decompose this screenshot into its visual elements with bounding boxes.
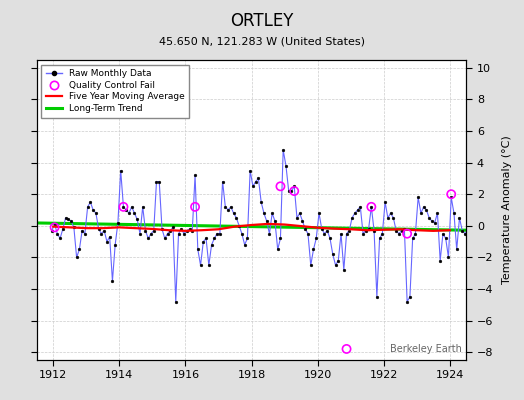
Text: Berkeley Earth: Berkeley Earth [390,344,462,354]
Point [447,191,455,198]
Point [403,230,411,237]
Point [276,183,285,190]
Text: 45.650 N, 121.283 W (United States): 45.650 N, 121.283 W (United States) [159,36,365,46]
Point [290,188,298,194]
Point [342,346,351,352]
Point [119,204,128,210]
Y-axis label: Temperature Anomaly (°C): Temperature Anomaly (°C) [501,136,511,284]
Point [191,204,199,210]
Legend: Raw Monthly Data, Quality Control Fail, Five Year Moving Average, Long-Term Tren: Raw Monthly Data, Quality Control Fail, … [41,64,190,118]
Text: ORTLEY: ORTLEY [231,12,293,30]
Point [367,204,376,210]
Point [50,224,59,230]
